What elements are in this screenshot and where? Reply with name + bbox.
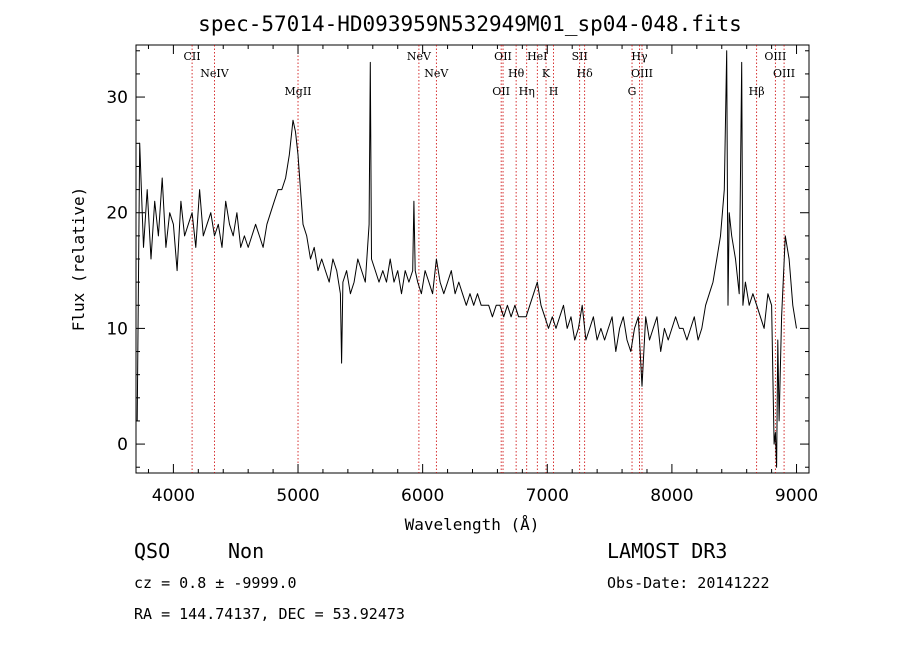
line-label: Hβ <box>749 85 765 98</box>
x-axis-ticks: 4000 5000 6000 7000 8000 9000 <box>147 45 818 506</box>
line-label: OIII <box>773 67 795 80</box>
y-tick-label: 20 <box>106 204 128 224</box>
x-tick-label: 5000 <box>276 486 319 506</box>
line-label: H <box>549 85 559 98</box>
line-label: Hθ <box>508 67 525 80</box>
line-label: HeI <box>527 50 547 63</box>
line-label: K <box>542 67 551 80</box>
x-tick-label: 9000 <box>775 486 818 506</box>
emission-line-labels: CII NeIV MgII NeV NeV OII OII Hθ Hη HeI KH SII Hδ G Hγ… <box>184 50 796 98</box>
redshift-text: cz = 0.8 ± -9999.0 <box>134 574 297 592</box>
line-label: OII <box>494 50 512 63</box>
line-label: SII <box>572 50 588 63</box>
x-tick-label: 8000 <box>650 486 693 506</box>
y-axis-ticks: 0 10 20 30 <box>106 50 809 468</box>
chart-title: spec-57014-HD093959N532949M01_sp04-048.f… <box>198 12 742 36</box>
plot-frame <box>135 44 810 474</box>
observation-date: Obs-Date: 20141222 <box>607 574 770 592</box>
line-label: CII <box>184 50 201 63</box>
line-label: MgII <box>285 85 312 98</box>
x-tick-label: 6000 <box>401 486 444 506</box>
line-label: Hδ <box>577 67 594 80</box>
object-subclass: Non <box>228 539 264 563</box>
coordinates-text: RA = 144.74137, DEC = 53.92473 <box>134 605 405 623</box>
y-tick-label: 0 <box>117 435 128 455</box>
line-label: Hη <box>519 85 535 98</box>
line-label: OIII <box>764 50 786 63</box>
x-axis-label: Wavelength (Å) <box>405 515 540 534</box>
line-label: Hγ <box>631 50 648 63</box>
spectrum-line <box>136 50 797 468</box>
y-tick-label: 10 <box>106 319 128 339</box>
y-axis-label: Flux (relative) <box>69 187 88 332</box>
line-label: OII <box>492 85 510 98</box>
line-label: G <box>628 85 637 98</box>
x-tick-label: 4000 <box>152 486 195 506</box>
object-class: QSO <box>134 539 170 563</box>
y-tick-label: 30 <box>106 88 128 108</box>
line-label: NeV <box>407 50 432 63</box>
emission-line-markers <box>191 45 785 473</box>
survey-name: LAMOST DR3 <box>607 539 727 563</box>
line-label: NeIV <box>200 67 229 80</box>
x-tick-label: 7000 <box>526 486 569 506</box>
line-label: NeV <box>424 67 449 80</box>
line-label: OIII <box>631 67 653 80</box>
